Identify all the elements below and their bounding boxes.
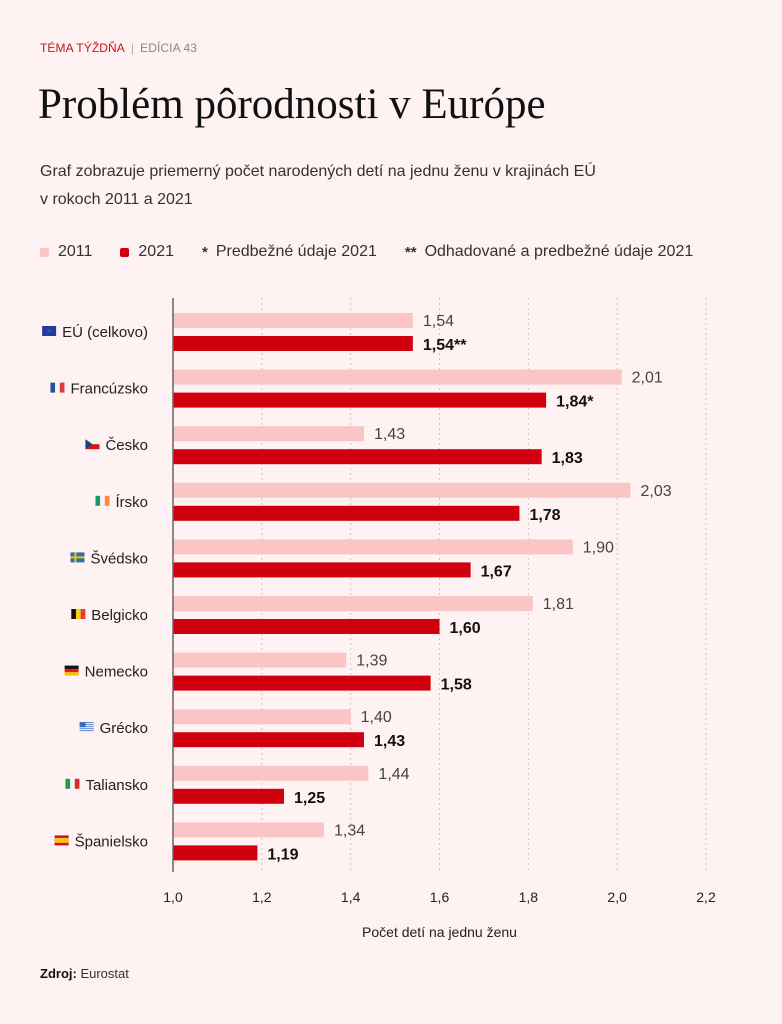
data-label-2011: 2,03	[640, 483, 671, 500]
data-label-2011: 2,01	[632, 370, 663, 387]
data-label-2021: 1,43	[374, 733, 405, 750]
source-note: Zdroj: Eurostat	[40, 966, 129, 981]
eu-flag-icon	[42, 326, 57, 336]
bar-2021	[173, 619, 440, 634]
bar-2021	[173, 336, 413, 351]
germany-flag-icon	[64, 665, 79, 676]
czechia-flag-icon	[85, 439, 100, 450]
category-label: Belgicko	[91, 607, 148, 624]
edition-label: EDÍCIA 43	[140, 41, 198, 55]
spain-flag-icon	[54, 835, 69, 846]
category-label: Írsko	[115, 494, 148, 511]
x-tick-label: 2,0	[607, 889, 627, 905]
double-asterisk-icon: **	[404, 243, 417, 261]
chart-legend: 2011 2021 * Predbežné údaje 2021 ** Odha…	[40, 243, 721, 261]
legend-label-2011: 2011	[58, 243, 93, 260]
legend-note-preliminary-label: Predbežné údaje 2021	[215, 243, 377, 260]
data-label-2021: 1,54**	[423, 337, 467, 354]
category-label: Francúzsko	[70, 381, 148, 398]
subtitle-line-2: v rokoch 2011 a 2021	[40, 191, 193, 208]
bar-2021	[173, 675, 431, 691]
source-label: Zdroj:	[40, 966, 77, 981]
x-tick-label: 2,2	[696, 889, 716, 905]
x-tick-label: 1,8	[519, 889, 539, 905]
ireland-flag-icon	[95, 495, 110, 506]
category-label: Španielsko	[75, 833, 148, 850]
x-tick-label: 1,6	[430, 889, 450, 905]
data-label-2011: 1,90	[583, 539, 614, 556]
topic-label: TÉMA TÝŽDŇA	[40, 41, 125, 55]
sweden-flag-icon	[70, 552, 85, 563]
france-flag-icon	[50, 382, 65, 393]
category-label: Nemecko	[85, 664, 148, 681]
legend-label-2021: 2021	[138, 243, 174, 260]
category-label: Švédsko	[90, 550, 148, 567]
legend-note-estimated-label: Odhadované a predbežné údaje 2021	[424, 243, 694, 260]
bar-2011	[173, 596, 533, 611]
legend-note-estimated: ** Odhadované a predbežné údaje 2021	[405, 243, 693, 261]
category-label: EÚ (celkovo)	[62, 324, 148, 341]
kicker-separator: |	[130, 41, 135, 55]
data-label-2011: 1,44	[378, 766, 409, 783]
bar-2011	[173, 313, 413, 328]
data-label-2011: 1,54	[423, 313, 454, 330]
bar-2011	[173, 765, 369, 781]
x-tick-label: 1,4	[341, 889, 361, 905]
asterisk-icon: *	[202, 243, 208, 261]
category-label: Taliansko	[85, 777, 148, 794]
data-label-2011: 1,81	[543, 596, 574, 613]
legend-swatch-2021	[120, 247, 130, 257]
legend-item-2021: 2021	[120, 243, 174, 261]
bar-2011	[173, 539, 573, 555]
greece-flag-icon	[79, 722, 94, 733]
data-label-2011: 1,43	[374, 426, 405, 443]
bar-2021	[173, 845, 258, 861]
bar-2011	[173, 652, 347, 668]
data-label-2021: 1,19	[267, 846, 298, 863]
category-label: Grécko	[100, 720, 148, 737]
bar-2021	[173, 505, 520, 521]
data-label-2011: 1,34	[334, 822, 365, 839]
data-label-2021: 1,58	[441, 677, 472, 694]
source-value: Eurostat	[80, 966, 129, 981]
legend-note-preliminary: * Predbežné údaje 2021	[202, 243, 377, 261]
x-tick-label: 1,0	[163, 889, 183, 905]
legend-item-2011: 2011	[40, 243, 92, 261]
bar-2021	[173, 562, 471, 578]
italy-flag-icon	[65, 778, 80, 789]
data-label-2011: 1,39	[356, 653, 387, 670]
bar-2011	[173, 426, 364, 442]
data-label-2011: 1,40	[361, 709, 392, 726]
bar-2011	[173, 709, 351, 725]
page-title: Problém pôrodnosti v Európe	[38, 81, 546, 128]
data-label-2021: 1,67	[481, 563, 512, 580]
data-label-2021: 1,84*	[556, 394, 594, 411]
subtitle: Graf zobrazuje priemerný počet narodenýc…	[40, 158, 680, 214]
bar-2021	[173, 392, 547, 408]
belgium-flag-icon	[71, 609, 86, 619]
bar-2011	[173, 369, 622, 385]
bar-2021	[173, 732, 364, 748]
data-label-2021: 1,25	[294, 790, 325, 807]
kicker: TÉMA TÝŽDŇA | EDÍCIA 43	[40, 41, 197, 55]
bar-2011	[173, 482, 631, 498]
data-label-2021: 1,78	[529, 507, 560, 524]
category-label: Česko	[105, 437, 148, 454]
bar-2021	[173, 449, 542, 465]
data-label-2021: 1,83	[552, 450, 583, 467]
x-tick-label: 1,2	[252, 889, 272, 905]
legend-swatch-2011	[40, 247, 49, 257]
bar-2011	[173, 822, 325, 838]
data-label-2021: 1,60	[450, 620, 481, 637]
x-axis-label: Počet detí na jednu ženu	[362, 924, 517, 940]
bar-2021	[173, 788, 285, 804]
subtitle-line-1: Graf zobrazuje priemerný počet narodenýc…	[40, 163, 596, 180]
